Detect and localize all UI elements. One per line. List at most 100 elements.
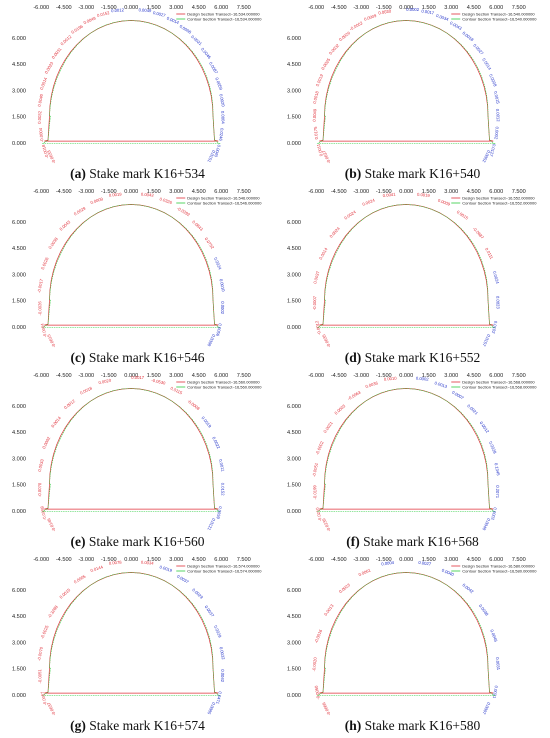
legend-entry: Design Section Transect~16,534.000000: [187, 12, 260, 17]
deviation-label: 0.0046: [489, 629, 498, 643]
x-tick-label: 0.000: [124, 373, 138, 379]
panel-letter: (c): [70, 350, 86, 365]
contour-section-line: [316, 20, 496, 145]
deviation-label: -0.0027: [321, 149, 332, 165]
y-tick-label: 4.500: [287, 62, 301, 68]
x-tick-label: -1.500: [376, 557, 392, 563]
legend-entry: Contour Section Transect~16,560.000000: [187, 385, 262, 390]
deviation-label: 0.0029: [213, 624, 223, 638]
deviation-label: 0.0036: [365, 380, 379, 389]
deviation-label: -0.0033: [46, 149, 57, 165]
deviation-label: 0.0030: [378, 8, 392, 15]
y-tick-label: 0.000: [12, 141, 26, 147]
y-tick-label: 6.000: [12, 404, 26, 410]
deviation-label: -0.0012: [314, 320, 322, 336]
panel-letter: (f): [346, 534, 360, 549]
deviation-label: 0.0059: [214, 77, 223, 91]
deviation-label: -0.0063: [347, 389, 362, 401]
y-tick-label: 1.500: [287, 299, 301, 305]
deviation-label: 0.0040: [213, 144, 221, 158]
deviation-label: 0.0013: [323, 603, 335, 617]
x-tick-label: 1.500: [422, 557, 436, 563]
deviation-label: 0.0021: [322, 420, 334, 434]
y-tick-label: 6.000: [287, 220, 301, 226]
deviation-label: 0.0024: [343, 209, 357, 221]
deviation-label: 0.0007: [481, 701, 491, 715]
legend-entry: Design Section Transect~16,580.000000: [462, 564, 535, 569]
deviation-label: 0.0012: [111, 7, 125, 13]
panel-f: -6.000 -4.500 -3.000 -1.500 0.000 1.500 3.000 4…: [275, 368, 550, 552]
deviation-label: 0.0031: [495, 657, 501, 671]
deviation-label: 0.0151: [206, 149, 216, 163]
x-tick-label: 6.000: [214, 189, 228, 195]
deviation-label: 0.0152: [96, 10, 110, 18]
deviation-label: -0.0026: [37, 301, 42, 316]
deviation-label: 0.0326: [159, 196, 173, 205]
deviation-label: 0.0157: [481, 333, 491, 347]
deviation-label: -0.0070: [37, 482, 42, 497]
deviation-label: 0.0034: [141, 559, 155, 565]
deviation-label: -0.0051: [37, 669, 42, 684]
deviation-label: -0.3288: [46, 604, 59, 619]
deviation-label: 0.0037: [312, 270, 320, 284]
deviation-label: 0.0019: [417, 192, 431, 199]
panel-g: -6.000 -4.500 -3.000 -1.500 0.000 1.500 3.000 4…: [0, 552, 275, 736]
deviation-label: 0.0023: [44, 60, 55, 74]
section-plot: -6.000 -4.500 -3.000 -1.500 0.000 1.500 3.000 4…: [287, 189, 537, 348]
deviation-label: 0.0014: [39, 76, 48, 90]
y-tick-label: 0.000: [287, 325, 301, 331]
deviation-label: 0.0017: [131, 375, 144, 380]
deviation-label: 0.0027: [472, 43, 485, 56]
deviation-label: 0.0018: [461, 30, 475, 42]
x-tick-label: 4.500: [467, 5, 481, 11]
x-tick-label: 1.500: [422, 373, 436, 379]
x-tick-label: -1.500: [101, 557, 117, 563]
deviation-label: 0.0038: [478, 603, 490, 617]
x-tick-label: 4.500: [467, 189, 481, 195]
deviation-label: 0.0008: [179, 24, 193, 35]
deviation-label: 0.0049: [138, 7, 152, 13]
deviation-label: 0.0002: [220, 301, 225, 315]
deviation-label: -0.0016: [313, 628, 323, 644]
deviation-label: 0.0010: [219, 278, 227, 292]
deviation-label: 0.0025: [320, 57, 331, 71]
deviation-label: 0.0011: [315, 143, 323, 157]
legend-entry: Contour Section Transect~16,534.000000: [187, 17, 262, 22]
deviation-label: 0.0020: [98, 377, 112, 385]
x-tick-label: 3.000: [444, 5, 458, 11]
deviation-label: -0.0015: [46, 333, 57, 349]
deviation-label: 0.0049: [312, 108, 318, 122]
x-tick-label: 7.500: [237, 5, 251, 11]
x-tick-label: -3.000: [78, 373, 94, 379]
deviation-label: 0.0043: [141, 191, 155, 197]
x-tick-label: 7.500: [512, 5, 526, 11]
deviation-label: -0.0066: [321, 701, 332, 717]
deviation-label: 0.0059: [215, 506, 223, 520]
panel-caption: (f) Stake mark K16+568: [275, 534, 550, 550]
panel-caption: (c) Stake mark K16+546: [0, 350, 275, 366]
x-tick-label: -4.500: [56, 5, 72, 11]
legend-entry: Design Section Transect~16,540.000000: [462, 12, 535, 17]
deviation-label: 0.0012: [59, 34, 72, 47]
deviation-label: -0.0146: [46, 517, 57, 533]
x-tick-label: 6.000: [489, 557, 503, 563]
deviation-label: 0.0018: [79, 385, 93, 395]
legend-entry: Contour Section Transect~16,546.000000: [187, 201, 262, 206]
deviation-label: 0.0061: [358, 567, 372, 577]
deviation-label: 0.0175: [313, 126, 319, 140]
panel-c: -6.000 -4.500 -3.000 -1.500 0.000 1.500 3.000 4…: [0, 184, 275, 368]
deviation-label: 0.0049: [83, 15, 97, 25]
x-tick-label: -4.500: [56, 189, 72, 195]
legend-entry: Design Section Transect~16,574.000000: [187, 564, 260, 569]
contour-section-line: [41, 20, 221, 145]
y-tick-label: 1.500: [12, 667, 26, 673]
deviation-label: 0.0024: [492, 271, 500, 285]
x-tick-label: 3.000: [169, 189, 183, 195]
deviation-label: 0.0027: [418, 560, 432, 567]
deviation-label: 0.0019: [159, 564, 173, 573]
deviation-label: 0.0032: [328, 42, 341, 55]
deviation-label: 0.0041: [382, 192, 396, 199]
y-tick-label: 1.500: [12, 299, 26, 305]
y-tick-label: 1.500: [287, 115, 301, 121]
y-tick-label: 1.500: [287, 483, 301, 489]
